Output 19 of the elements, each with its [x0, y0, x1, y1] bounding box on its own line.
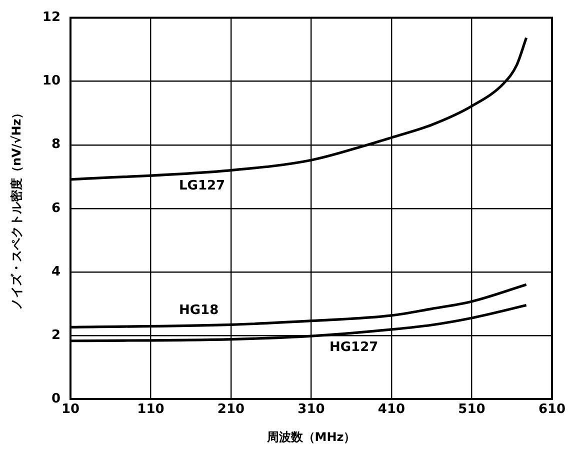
- y-tick-label: 12: [42, 10, 60, 26]
- y-tick-label: 0: [51, 391, 60, 406]
- y-tick-label: 2: [51, 328, 60, 343]
- y-tick-label: 10: [42, 74, 60, 89]
- x-tick-label: 310: [298, 402, 325, 418]
- x-tick-label: 610: [538, 402, 566, 418]
- x-tick-label: 510: [458, 402, 486, 418]
- x-tick-label: 210: [217, 402, 245, 418]
- x-tick-label: 110: [137, 402, 164, 418]
- series-label: HG127: [329, 340, 378, 355]
- y-tick-label: 6: [51, 200, 60, 216]
- y-tick-label: 8: [51, 137, 60, 152]
- x-axis-title: 周波数（MHz）: [266, 430, 356, 444]
- series-label: HG18: [178, 303, 219, 318]
- y-tick-label: 4: [51, 264, 60, 280]
- x-tick-label: 410: [378, 402, 406, 418]
- y-axis-title: ノイズ・スペクトル密度（nV/√Hz）: [9, 106, 24, 310]
- series-label: LG127: [178, 178, 226, 194]
- x-tick-label: 10: [61, 402, 80, 418]
